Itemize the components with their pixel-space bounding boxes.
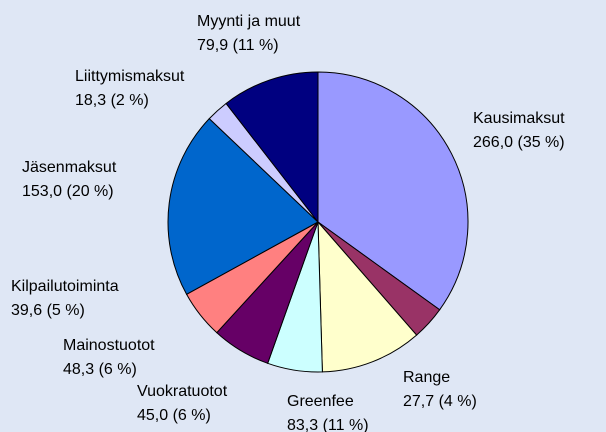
slice-value-label: 79,9 (11 %) xyxy=(197,37,279,54)
pie-slice xyxy=(317,71,469,311)
pie-slice xyxy=(317,220,418,373)
slice-value-label: 45,0 (6 %) xyxy=(137,407,211,424)
slice-value-label: 83,3 (11 %) xyxy=(287,417,369,432)
slice-label: Range xyxy=(403,369,450,386)
slice-label: Myynti ja muut xyxy=(197,13,301,30)
slice-value-label: 18,3 (2 %) xyxy=(75,92,149,109)
slice-value-label: 266,0 (35 %) xyxy=(473,134,565,151)
slice-label: Kilpailutoiminta xyxy=(11,278,119,295)
slice-value-label: 48,3 (6 %) xyxy=(63,361,137,378)
slice-label: Liittymismaksut xyxy=(75,68,185,85)
slice-label: Mainostuotot xyxy=(63,337,155,354)
pie-slice xyxy=(225,71,319,224)
pie-slice xyxy=(167,117,319,295)
slice-value-label: 27,7 (4 %) xyxy=(403,393,477,410)
slice-value-label: 153,0 (20 %) xyxy=(22,183,114,200)
slice-label: Vuokratuotot xyxy=(137,383,228,400)
slice-value-label: 39,6 (5 %) xyxy=(11,302,85,319)
slice-label: Kausimaksut xyxy=(473,110,565,127)
slice-label: Jäsenmaksut xyxy=(22,159,117,176)
slice-label: Greenfee xyxy=(287,393,354,410)
